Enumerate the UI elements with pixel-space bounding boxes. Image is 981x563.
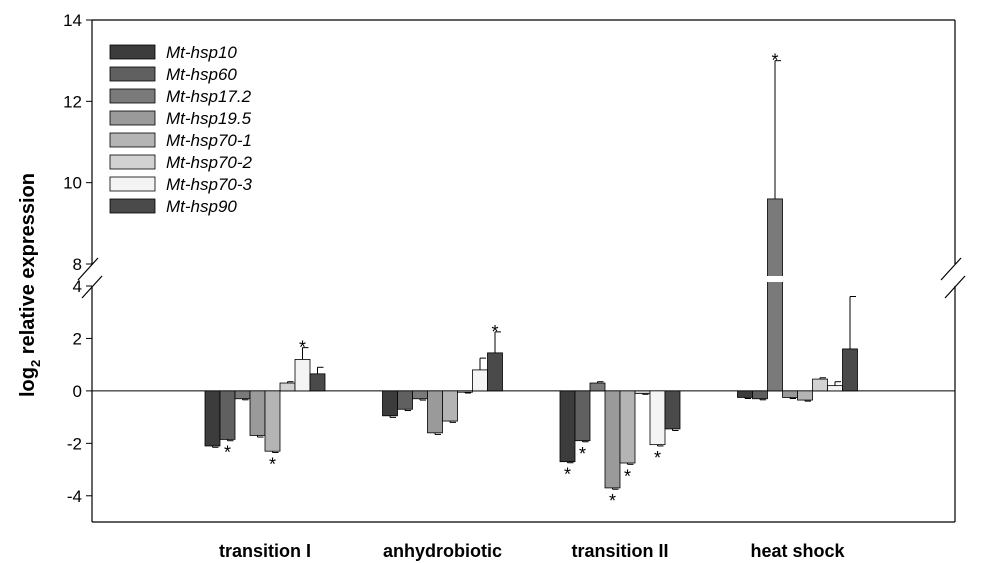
significance-marker: * bbox=[224, 443, 231, 463]
legend-swatch bbox=[109, 176, 156, 192]
significance-marker: * bbox=[624, 466, 631, 486]
legend-label: Mt-hsp90 bbox=[166, 197, 237, 216]
significance-marker: * bbox=[654, 448, 661, 468]
legend-label: Mt-hsp10 bbox=[166, 43, 237, 62]
bar bbox=[782, 390, 798, 398]
bar bbox=[487, 352, 503, 392]
bar bbox=[649, 390, 666, 446]
bars: * * * * * * * * * * bbox=[204, 51, 858, 511]
legend-label: Mt-hsp19.5 bbox=[166, 109, 252, 128]
legend-swatch bbox=[109, 110, 156, 126]
bar bbox=[842, 348, 858, 392]
significance-marker: * bbox=[579, 444, 586, 464]
legend-swatch bbox=[109, 132, 156, 148]
legend-label: Mt-hsp17.2 bbox=[166, 87, 252, 106]
y-tick-label: 14 bbox=[63, 11, 82, 30]
bar bbox=[457, 390, 473, 393]
bar bbox=[604, 390, 621, 489]
y-tick-label: -4 bbox=[67, 487, 82, 506]
legend-label: Mt-hsp70-1 bbox=[166, 131, 252, 150]
legend-label: Mt-hsp70-3 bbox=[166, 175, 253, 194]
y-tick-label: 10 bbox=[63, 174, 82, 193]
legend-swatch bbox=[109, 66, 156, 82]
axis-break-mark bbox=[81, 275, 103, 299]
bar bbox=[427, 390, 443, 434]
bar bbox=[249, 390, 266, 436]
significance-marker: * bbox=[564, 465, 571, 485]
category-label: anhydrobiotic bbox=[383, 541, 502, 561]
bar bbox=[472, 369, 488, 392]
bar bbox=[397, 390, 413, 410]
y-axis-label: log2 relative expression bbox=[17, 173, 43, 397]
bar bbox=[797, 390, 813, 401]
bar bbox=[752, 390, 768, 400]
bar bbox=[737, 390, 753, 398]
significance-marker: * bbox=[491, 322, 498, 342]
bar-break-gap bbox=[766, 276, 784, 282]
bar bbox=[812, 378, 828, 392]
significance-marker: * bbox=[609, 491, 616, 511]
y-tick-label: 2 bbox=[73, 329, 82, 348]
bar bbox=[619, 390, 636, 464]
y-tick-label: 8 bbox=[73, 255, 82, 274]
legend-swatch bbox=[109, 44, 156, 60]
bar bbox=[219, 390, 236, 440]
y-tick-label: -2 bbox=[67, 434, 82, 453]
bar bbox=[382, 390, 398, 417]
axis-break-mark bbox=[940, 257, 962, 281]
legend-label: Mt-hsp70-2 bbox=[166, 153, 253, 172]
bar bbox=[634, 390, 651, 394]
significance-marker: * bbox=[269, 455, 276, 475]
category-labels: transition I anhydrobiotic transition II he… bbox=[219, 541, 846, 561]
legend-swatch bbox=[109, 198, 156, 214]
y-ticks: -4 -2 0 2 4 8 10 12 14 bbox=[63, 11, 92, 506]
bar bbox=[412, 390, 428, 400]
category-label: heat shock bbox=[750, 541, 845, 561]
bar bbox=[442, 390, 458, 422]
bar bbox=[279, 382, 296, 392]
legend-swatch bbox=[109, 154, 156, 170]
axis-break-mark bbox=[944, 275, 966, 299]
bar bbox=[234, 390, 251, 400]
significance-marker: * bbox=[299, 338, 306, 358]
category-label: transition II bbox=[571, 541, 668, 561]
y-tick-label: 12 bbox=[63, 92, 82, 111]
bar bbox=[827, 385, 843, 392]
y-tick-label: 0 bbox=[73, 382, 82, 401]
bar bbox=[204, 390, 221, 447]
bar bbox=[574, 390, 591, 442]
bar bbox=[559, 390, 576, 463]
significance-marker: * bbox=[771, 51, 778, 71]
bar bbox=[589, 382, 606, 392]
legend-swatch bbox=[109, 88, 156, 104]
category-label: transition I bbox=[219, 541, 311, 561]
axis-break-mark bbox=[77, 257, 99, 281]
bar bbox=[664, 390, 681, 430]
y-tick-label: 4 bbox=[73, 277, 82, 296]
legend: Mt-hsp10 Mt-hsp60 Mt-hsp17.2 Mt-hsp19.5 Mt-h… bbox=[109, 43, 253, 216]
bar bbox=[294, 359, 311, 392]
legend-label: Mt-hsp60 bbox=[166, 65, 237, 84]
bar bbox=[264, 390, 281, 452]
bar bbox=[309, 373, 326, 392]
bar bbox=[767, 198, 783, 392]
